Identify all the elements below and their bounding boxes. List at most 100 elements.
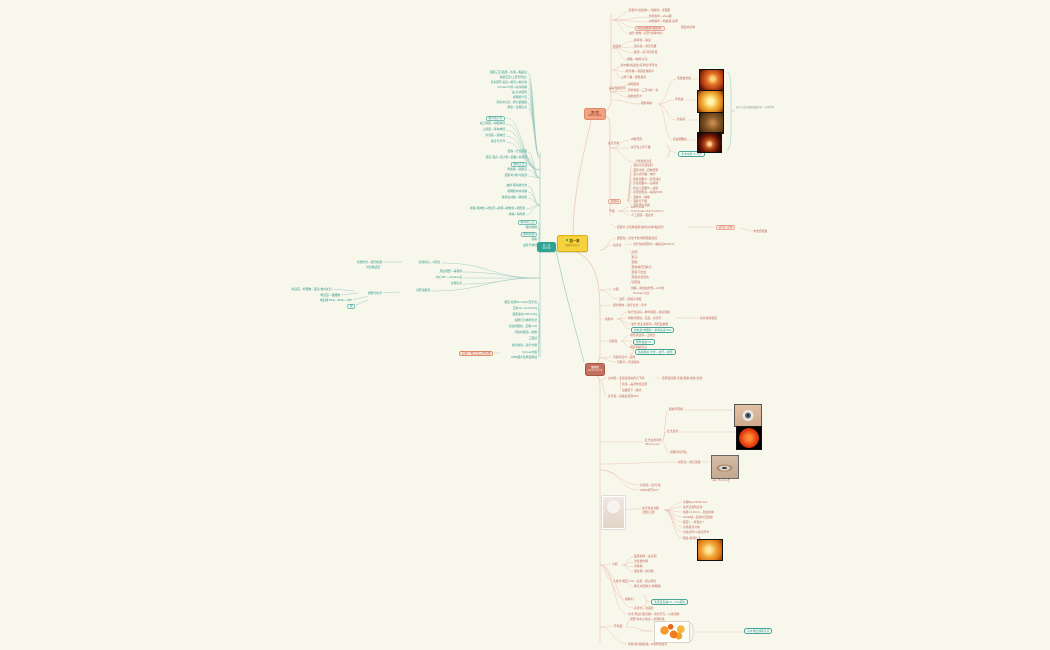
map-node[interactable]: 斜照法—前房深度 [678, 460, 701, 464]
map-node[interactable]: 睑缘炎 [613, 44, 622, 48]
map-node[interactable]: 睑内翻:瘢痕性/痉挛性/老年性 [621, 63, 658, 67]
map-node[interactable]: 先天异常 [608, 141, 620, 145]
map-node[interactable]: 口诀:一看二压三查房角 [459, 351, 493, 357]
map-node[interactable]: 视野:旁中心暗点—鼻侧阶梯 [630, 617, 665, 621]
map-node[interactable]: 乳头 [632, 255, 638, 259]
map-node[interactable]: (Brückner) [645, 442, 660, 446]
map-node[interactable]: 眦部—莫-阿双杆菌 [634, 50, 658, 54]
map-node[interactable]: 泪小点外翻—电灼 [633, 172, 656, 176]
map-node[interactable]: 视网膜十层 [513, 95, 527, 99]
map-node[interactable]: SchirmerⅠ<10mm/5min [631, 209, 664, 213]
map-node[interactable]: 提上睑肌—动眼神经 [479, 121, 505, 125]
map-node[interactable]: 房角镜—宽/窄角 [640, 483, 661, 487]
map-node[interactable]: 内睑腺炎—睑板腺 痛著 [649, 19, 678, 23]
map-node[interactable]: 色觉检查—假同色图 [356, 260, 382, 264]
map-node[interactable]: 房水循环:后房→瞳孔→前房角 [490, 80, 527, 84]
map-node[interactable]: 睫状后动脉—脉络膜 [501, 195, 527, 199]
map-node[interactable]: 眼睑五层 [510, 162, 527, 168]
map-node[interactable]: 开角型 [614, 624, 623, 628]
map-node[interactable]: 核性—晶状体性近视 [622, 382, 648, 386]
section-2-node[interactable]: 第四章 晶状体病 青光眼 [585, 363, 605, 376]
map-node[interactable]: 色素痣 [677, 117, 686, 121]
map-node[interactable]: 对照法粗测 [416, 288, 430, 292]
map-node[interactable]: 人工泪液—泪点栓 [631, 213, 654, 217]
map-node[interactable]: 带状疱疹—三叉N第一支 [628, 88, 659, 92]
eye-photo-front[interactable] [734, 404, 762, 427]
map-node[interactable]: 眼内容物 [525, 225, 537, 229]
map-node[interactable]: 泪腺炎—肿瘤 [633, 195, 650, 199]
map-node[interactable]: 眼底:视杯扩大 [683, 536, 701, 540]
map-node[interactable]: 结膜炎:分泌物鉴别(脓性/水样/黏丝状) [617, 225, 664, 229]
map-node[interactable]: 自限性 [632, 280, 641, 284]
map-node[interactable]: 禁共用滴眼液 [700, 316, 717, 320]
map-node[interactable]: 先天性上睑下垂 [631, 145, 651, 149]
map-node[interactable]: 外直肌—展神经 [485, 133, 505, 137]
map-node[interactable]: 前房角镜—宽窄分级 [511, 343, 537, 347]
map-node[interactable]: 视野计检查 [368, 291, 382, 295]
map-node[interactable]: 静脉→海绵窦 [508, 212, 525, 216]
map-node[interactable]: 眼压↑—杯盘比↑ [683, 520, 705, 524]
map-node[interactable]: 耳前淋巴结肿大 [632, 265, 652, 269]
fundus-photo-1[interactable] [699, 69, 724, 91]
map-node[interactable]: 视路:视神经→视交叉→视束→视放射→视皮质 [469, 206, 525, 210]
map-node[interactable]: UBM超声生物显微镜 [511, 355, 537, 359]
map-node[interactable]: 泪膜三层:脂质—水液—黏蛋白 [489, 70, 527, 74]
map-node[interactable]: 流行性角结膜炎—腺病毒8/19/37 [633, 242, 675, 246]
map-node[interactable]: 眼外肌六条 [486, 116, 505, 122]
map-node[interactable]: 高渗剂—甘露醇 [634, 606, 654, 610]
map-node[interactable]: 暗适应—杆细胞—夜盲(维A缺乏) [291, 287, 332, 291]
map-node[interactable]: 畏光流泪睑痉挛 [683, 505, 703, 509]
map-node[interactable]: 睑板腺囊肿(霰粒肿) [635, 26, 665, 32]
fundus-photo-3[interactable] [699, 112, 724, 134]
map-node[interactable]: 对比敏感度 [366, 265, 380, 269]
map-node[interactable]: 泪膜与干眼 [633, 199, 647, 203]
map-node[interactable]: 睑外翻—暴露性角膜炎 [626, 69, 654, 73]
map-node[interactable]: 泪液排出系统 [633, 203, 650, 207]
map-node[interactable]: 睑板腺—脂质层 [507, 167, 527, 171]
map-node[interactable]: 假膜 [632, 260, 638, 264]
map-node[interactable]: UBM/前节OCT [640, 488, 659, 492]
map-node[interactable]: 慢性泪囊炎—危险病灶 [633, 177, 661, 181]
map-node[interactable]: 先天性—白瞳症鉴别(Rb) [608, 394, 640, 398]
map-node[interactable]: 周边视野—等视线 [439, 269, 462, 273]
map-node[interactable]: 眼前节照相 [669, 407, 683, 411]
map-node[interactable]: 倒睫—角膜血管翳—Arlt线 [631, 286, 664, 290]
map-node[interactable]: 角膜点状染色 [632, 275, 649, 279]
map-node[interactable]: 结膜:睑/球/穹窿部 [504, 173, 527, 177]
map-node[interactable]: 毛细血管瘤 [677, 76, 691, 80]
map-node[interactable]: 角膜炎 [605, 317, 614, 321]
map-node[interactable]: 视盘—生理盲点 [507, 105, 527, 109]
section-1-node[interactable]: 第三章 眼睑病 泪器病 [584, 108, 606, 120]
map-node[interactable]: 裂隙灯六种检查法 [514, 318, 537, 322]
map-node[interactable]: 慢性期—绝对期 [634, 569, 654, 573]
red-reflex-photo[interactable] [736, 426, 762, 450]
map-node[interactable]: BUT<10s [631, 205, 645, 209]
map-node[interactable]: 巩膜炎—风湿相关 [617, 360, 640, 364]
map-node[interactable]: 干眼 [609, 209, 615, 213]
map-node[interactable]: 间歇期 [634, 564, 643, 568]
map-node[interactable]: 沙眼 [613, 287, 619, 291]
map-node[interactable]: 视路 [531, 237, 537, 241]
map-node[interactable]: 临床前期—先兆期 [634, 554, 657, 558]
map-node[interactable]: 眼睑肿瘤 [641, 101, 653, 105]
map-node[interactable]: 皮质性四期:初发/膨胀/成熟/过熟 [662, 376, 703, 380]
left-branch-root-node[interactable]: 第二章 眼科检查 [537, 242, 556, 252]
map-node[interactable]: 急性发作期 [634, 559, 648, 563]
map-node[interactable]: 角膜五层(上皮可再生) [499, 75, 527, 79]
map-node[interactable]: 毛果芸香碱1%~2%频滴 [651, 599, 688, 606]
map-node[interactable]: 匐行性溃疡—肺炎球菌—前房积脓 [628, 310, 670, 314]
central-topic-node[interactable]: 第一章 眼科学总论 1 [557, 235, 588, 252]
map-node[interactable]: 手术时机:3~5岁 [678, 151, 705, 158]
map-node[interactable]: 慢性肉芽肿 [681, 25, 695, 29]
map-node[interactable]: 外睑腺炎—Zeis腺 [649, 14, 672, 18]
map-node[interactable]: 集合与分开 [491, 139, 505, 143]
map-node[interactable]: 双眼同时评估 [670, 450, 687, 454]
map-node[interactable]: 牛眼Buphthalmos [683, 500, 708, 504]
map-node[interactable]: 鼻泪管阻塞—探通/DCR [633, 190, 663, 194]
map-node[interactable]: 瞳孔中度散大(竖椭圆) [634, 584, 662, 588]
map-node[interactable]: Haab纹—后弹力层破裂 [683, 515, 713, 519]
map-node[interactable]: 血-房水屏障 [512, 90, 527, 94]
map-node[interactable]: 三面镜 [528, 336, 537, 340]
map-node[interactable]: 房角发育异常 [683, 525, 700, 529]
map-node[interactable]: 小睑裂综合征 [635, 159, 652, 163]
